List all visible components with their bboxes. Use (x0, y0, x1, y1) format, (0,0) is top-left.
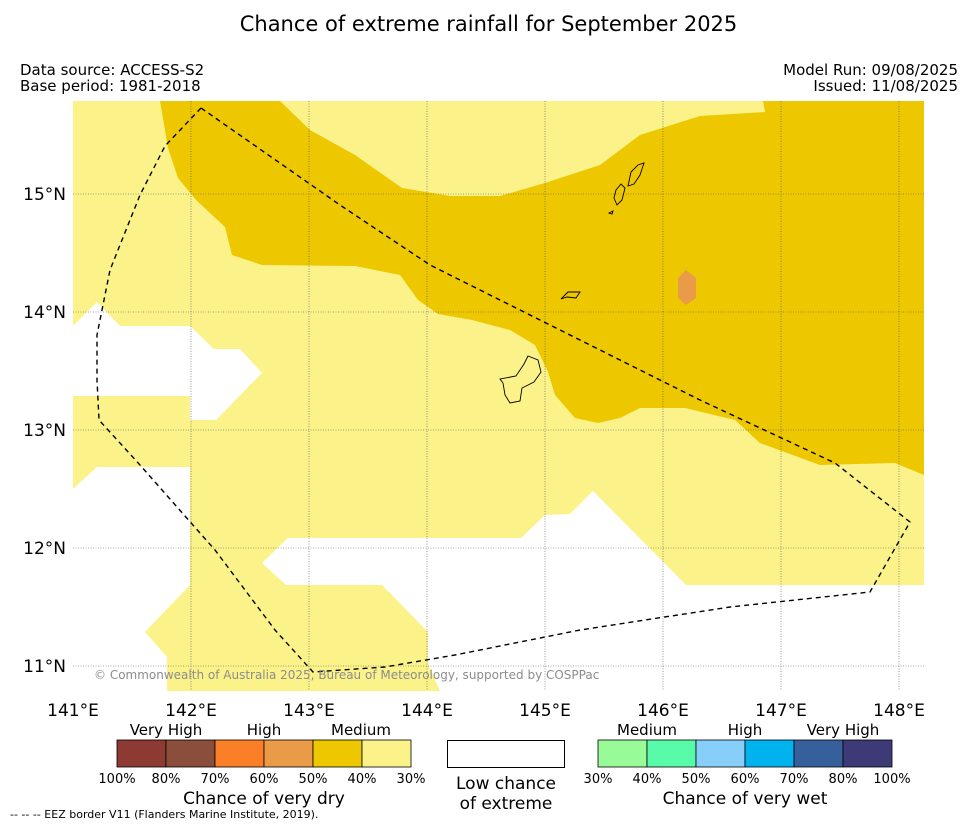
dry-swatch-1 (165, 739, 216, 768)
wet-tick-4: 70% (780, 772, 809, 787)
lon-label-141: 141°E (47, 701, 99, 721)
wet-legend-title: Chance of very wet (663, 789, 828, 809)
lon-label-144: 144°E (401, 701, 453, 721)
lon-label-147: 147°E (755, 701, 807, 721)
wet-swatch-2 (695, 739, 746, 768)
lon-label-142: 142°E (165, 701, 217, 721)
lat-label-12: 12°N (23, 539, 66, 559)
copyright-text: © Commonwealth of Australia 2025, Bureau… (94, 668, 599, 682)
guam-island (499, 355, 542, 404)
wet-tick-5: 80% (829, 772, 858, 787)
lat-label-14: 14°N (23, 303, 66, 323)
wet-cat-medium: Medium (617, 721, 677, 739)
dry-tick-5: 40% (348, 772, 377, 787)
dry-tick-labels: 100% 80% 70% 60% 50% 40% 30% (98, 772, 425, 787)
model-run: Model Run: 09/08/2025 (783, 61, 958, 79)
issued-date: Issued: 11/08/2025 (813, 77, 958, 95)
map-title: Chance of extreme rainfall for September… (239, 12, 738, 36)
dry-tick-2: 70% (201, 772, 230, 787)
low-chance-swatch (447, 740, 565, 768)
wet-swatch-4 (793, 739, 844, 768)
lon-label-145: 145°E (519, 701, 571, 721)
wet-cat-very-high: Very High (807, 721, 880, 739)
low-chance-label: Low chance of extreme (456, 774, 556, 814)
dry-cat-high: High (247, 721, 281, 739)
wet-cat-high: High (728, 721, 762, 739)
wet-tick-2: 50% (682, 772, 711, 787)
dry-tick-6: 30% (397, 772, 426, 787)
dry-40-50-region (160, 101, 924, 475)
dry-tick-0: 100% (98, 772, 135, 787)
dry-swatch-0 (116, 739, 167, 768)
dry-tick-4: 50% (299, 772, 328, 787)
base-period: Base period: 1981-2018 (20, 77, 201, 95)
data-source: Data source: ACCESS-S2 (20, 61, 205, 79)
wet-swatch-3 (744, 739, 795, 768)
dry-swatch-2 (214, 739, 265, 768)
dry-legend-title: Chance of very dry (183, 789, 345, 809)
wet-color-bar (597, 739, 893, 768)
islands (499, 162, 645, 404)
wet-tick-6: 100% (873, 772, 910, 787)
wet-swatch-0 (597, 739, 648, 768)
lon-label-146: 146°E (637, 701, 689, 721)
dry-swatch-4 (312, 739, 363, 768)
dry-tick-1: 80% (152, 772, 181, 787)
dry-legend: Very High High Medium 100% 80% 70% 60% 50% 40… (98, 721, 425, 809)
graticule (73, 101, 924, 691)
wet-tick-0: 30% (584, 772, 613, 787)
lat-label-11: 11°N (23, 657, 66, 677)
eez-border-note: -- -- -- EEZ border V11 (Flanders Marine… (10, 808, 319, 821)
wet-tick-1: 40% (633, 772, 662, 787)
dry-tick-3: 60% (250, 772, 279, 787)
lat-label-15: 15°N (23, 185, 66, 205)
dry-color-bar (116, 739, 412, 768)
map-area: © Commonwealth of Australia 2025, Bureau… (73, 101, 924, 691)
wet-swatch-1 (646, 739, 697, 768)
lon-label-148: 148°E (873, 701, 925, 721)
lon-label-143: 143°E (283, 701, 335, 721)
wet-swatch-5 (842, 739, 893, 768)
wet-legend: Medium High Very High 30% 40% 50% 60% 70% 80%… (584, 721, 911, 809)
wet-tick-labels: 30% 40% 50% 60% 70% 80% 100% (584, 772, 911, 787)
wet-tick-3: 60% (731, 772, 760, 787)
dry-cat-medium: Medium (331, 721, 391, 739)
rota-island (560, 291, 581, 300)
saipan-island (627, 162, 645, 187)
tinian-island (613, 183, 626, 206)
dry-swatch-3 (263, 739, 314, 768)
lat-label-13: 13°N (23, 421, 66, 441)
dry-cat-very-high: Very High (130, 721, 203, 739)
aguijan-island (607, 210, 614, 215)
axis-labels: 141°E 142°E 143°E 144°E 145°E 146°E 147°… (23, 185, 925, 721)
dry-50-60-spot (678, 270, 696, 305)
eez-border (96, 107, 911, 673)
dry-swatch-5 (361, 739, 412, 768)
